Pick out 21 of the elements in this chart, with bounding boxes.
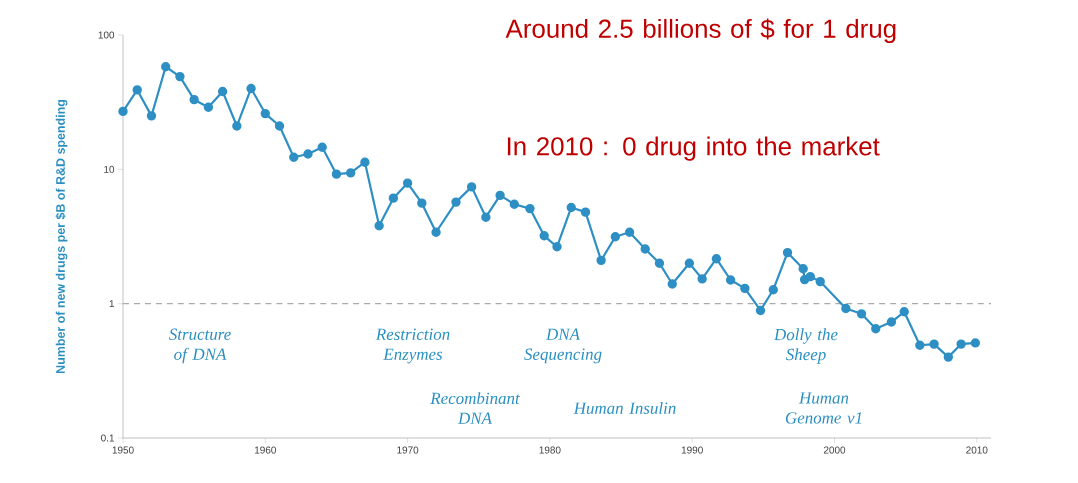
annotation: Restriction Enzymes bbox=[375, 328, 450, 364]
annotation: Structure of DNA bbox=[169, 328, 231, 364]
x-tick-label: 1990 bbox=[681, 446, 703, 454]
annotation: In 2010 : 0 drug into the market bbox=[507, 136, 880, 161]
x-tick-label: 1980 bbox=[539, 446, 561, 454]
y-tick-label: 100 bbox=[98, 31, 115, 39]
y-tick-label: 0.1 bbox=[101, 434, 115, 442]
annotation: Human Insulin bbox=[573, 402, 676, 414]
annotation: DNA Sequencing bbox=[524, 328, 602, 364]
y-tick-label: 1 bbox=[109, 300, 115, 308]
annotation: Recombinant DNA bbox=[430, 392, 521, 424]
x-tick-label: 2000 bbox=[823, 446, 846, 454]
annotation: Human Genome v1 bbox=[785, 392, 862, 424]
annotation: Dolly the Sheep bbox=[773, 328, 838, 364]
y-tick-label: 10 bbox=[104, 165, 115, 173]
x-tick-label: 1950 bbox=[112, 446, 134, 454]
x-tick-label: 1970 bbox=[397, 446, 419, 454]
x-tick-label: 2010 bbox=[966, 446, 988, 454]
annotation: Around 2.5 billions of $ for 1 drug bbox=[505, 18, 896, 44]
y-axis-title: Number of new drugs per $B of R&D spending bbox=[55, 99, 68, 373]
x-tick-label: 1960 bbox=[254, 446, 276, 454]
